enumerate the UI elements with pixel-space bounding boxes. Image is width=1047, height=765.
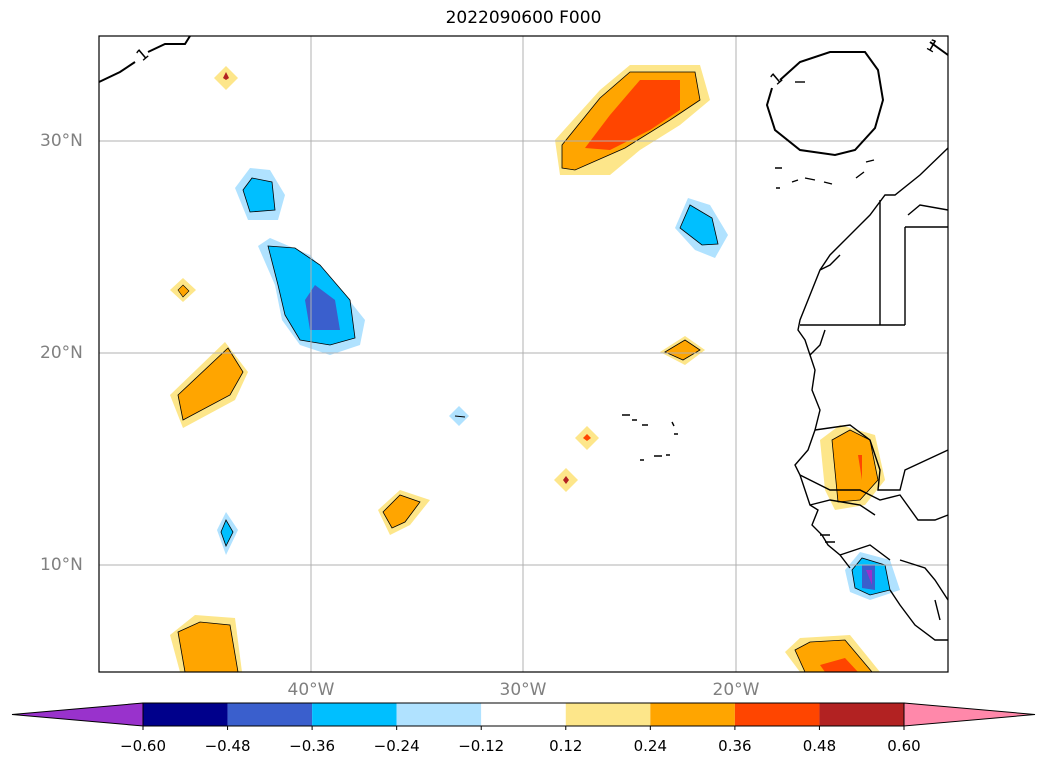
colorbar-swatch — [312, 703, 397, 726]
colorbar-tick-label: 0.24 — [633, 737, 668, 755]
colorbar-swatch — [481, 703, 566, 726]
colorbar-tick-label: −0.12 — [458, 737, 505, 755]
map-title: 2022090600 F000 — [445, 8, 602, 28]
colorbar-extend-low — [11, 702, 144, 727]
lat-tick-label: 10°N — [40, 555, 83, 575]
map-frame — [98, 35, 949, 673]
colorbar-swatch — [734, 703, 820, 726]
colorbar-tick-label: −0.24 — [373, 737, 420, 755]
colorbar-swatch — [227, 703, 313, 726]
contour-lines — [98, 35, 949, 157]
colorbar-swatch — [819, 703, 904, 726]
colorbar-swatch — [650, 703, 735, 726]
lon-tick-label: 40°W — [287, 680, 335, 700]
colorbar-swatch — [143, 703, 228, 726]
lat-tick-label: 30°N — [40, 131, 83, 151]
colorbar-tick-label: 0.48 — [802, 737, 837, 755]
colorbar-tick-label: 0.36 — [718, 737, 752, 755]
gridlines — [99, 36, 948, 672]
colorbar-tick-label: −0.36 — [289, 737, 336, 755]
colorbar-swatch — [396, 703, 482, 726]
colorbar-extend-high — [903, 702, 1036, 727]
colorbar-tick-label: 0.12 — [549, 737, 583, 755]
lon-tick-label: 30°W — [499, 680, 547, 700]
colorbar-frame — [142, 702, 905, 727]
lon-tick-label: 20°W — [712, 680, 760, 700]
colorbar-tick-label: −0.48 — [204, 737, 251, 755]
colorbar-tick-label: −0.60 — [120, 737, 166, 755]
coastlines — [622, 81, 949, 641]
colorbar-tick-label: 0.60 — [887, 737, 921, 755]
colorbar-swatch — [565, 703, 651, 726]
positive-anomaly-regions — [170, 65, 885, 673]
lat-tick-label: 20°N — [40, 343, 83, 363]
